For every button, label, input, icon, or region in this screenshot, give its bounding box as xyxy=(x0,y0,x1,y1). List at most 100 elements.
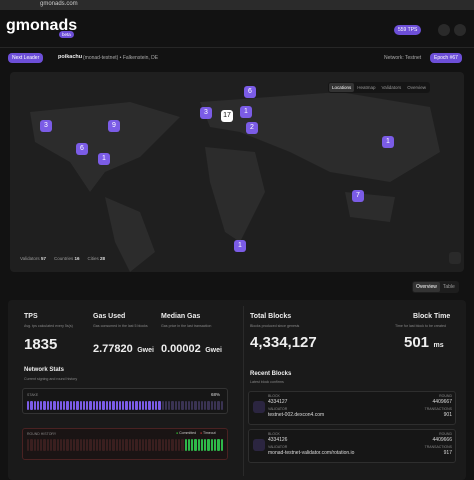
tab[interactable]: Overview xyxy=(407,85,426,90)
round-segment xyxy=(36,439,40,451)
stake-segment xyxy=(76,401,79,410)
round-segment xyxy=(72,439,76,451)
stake-segment xyxy=(112,401,115,410)
legend-item: ● Timeout xyxy=(200,431,216,435)
marker[interactable]: 3 xyxy=(200,107,212,119)
stake-segment xyxy=(128,401,131,410)
round-segment xyxy=(174,439,177,451)
stat-label: Validators xyxy=(20,256,40,261)
stake-segment xyxy=(174,401,177,410)
marker[interactable]: 1 xyxy=(240,106,252,118)
legend-label: Timeout xyxy=(203,431,216,435)
stat: Countries 16 xyxy=(54,256,80,261)
round-segment xyxy=(79,439,82,451)
tab[interactable]: Locations xyxy=(329,83,355,92)
metric-subtitle: Gas price in the last transaction xyxy=(161,324,212,328)
tab[interactable]: Heatmap xyxy=(357,85,376,90)
round-segment xyxy=(30,439,33,451)
round-segment xyxy=(46,439,49,451)
round-segment xyxy=(105,439,109,451)
round-segment xyxy=(76,439,79,451)
round-segment xyxy=(184,439,187,451)
round-segment xyxy=(40,439,43,451)
stat-value: 16 xyxy=(74,256,80,261)
stake-segment xyxy=(177,401,181,410)
round-segment xyxy=(210,439,214,451)
marker[interactable]: 6 xyxy=(76,143,88,155)
metric-title: TPS xyxy=(24,313,38,320)
round-segment xyxy=(27,439,30,451)
block-item[interactable] xyxy=(248,391,456,425)
round-segment xyxy=(66,439,69,451)
theme-toggle[interactable] xyxy=(438,24,450,36)
block-number: 4334127 xyxy=(268,399,288,405)
stake-segment xyxy=(63,401,66,410)
validator-label: VALIDATOR xyxy=(268,407,288,411)
round-segment xyxy=(177,439,181,451)
legend-item: ● Committed xyxy=(176,431,197,435)
block-label: BLOCK xyxy=(268,394,280,398)
reset-button[interactable] xyxy=(449,252,461,264)
validator-label: VALIDATOR xyxy=(268,445,288,449)
map[interactable] xyxy=(10,72,464,272)
stake-segment xyxy=(138,401,141,410)
round-segment xyxy=(122,439,125,451)
tab[interactable]: Overview xyxy=(413,282,440,292)
badge: beta xyxy=(59,31,74,38)
tx: 901 xyxy=(443,412,452,418)
marker[interactable]: 9 xyxy=(108,120,120,132)
section-title: Recent Blocks xyxy=(250,371,292,377)
round-segment xyxy=(95,439,99,451)
stake-segment xyxy=(184,401,187,410)
stat-value: 28 xyxy=(100,256,106,261)
stat: Validators 57 xyxy=(20,256,46,261)
block-icon xyxy=(253,401,265,413)
round-segment xyxy=(220,439,223,451)
round-segment xyxy=(151,439,154,451)
stake-segment xyxy=(132,401,135,410)
round-box xyxy=(22,428,228,460)
metric-unit: Gwei xyxy=(137,347,154,354)
stake-segment xyxy=(168,401,171,410)
stake-segment xyxy=(125,401,128,410)
round-segment xyxy=(99,439,102,451)
metric-value: 1835 xyxy=(24,336,58,353)
stake-segment xyxy=(158,401,161,410)
stake-segment xyxy=(187,401,191,410)
stake-box xyxy=(22,388,228,414)
tab[interactable]: Table xyxy=(442,284,455,290)
block-item[interactable] xyxy=(248,429,456,463)
marker[interactable]: 7 xyxy=(352,190,364,202)
stake-segment xyxy=(207,401,210,410)
browser-bar xyxy=(0,0,474,10)
stake-segment xyxy=(89,401,92,410)
validator: testnet-002.dexcon4.com xyxy=(268,412,325,418)
marker[interactable]: 6 xyxy=(244,86,256,98)
validator: monad-testnet-validator.com/rotation.io xyxy=(268,450,355,456)
round-segment xyxy=(197,439,200,451)
round-segment xyxy=(49,439,53,451)
round-segment xyxy=(56,439,59,451)
marker[interactable]: 1 xyxy=(98,153,110,165)
marker[interactable]: 2 xyxy=(246,122,258,134)
round-segment xyxy=(164,439,168,451)
url[interactable]: gmonads.com xyxy=(40,1,78,7)
tab[interactable]: Validators xyxy=(381,85,402,90)
round-segment xyxy=(33,439,36,451)
divider xyxy=(243,306,244,476)
stake-segment xyxy=(115,401,118,410)
round-segment xyxy=(59,439,63,451)
block-number: 4334126 xyxy=(268,437,288,443)
marker[interactable]: 1 xyxy=(234,240,246,252)
marker[interactable]: 17 xyxy=(221,110,233,122)
metric-title: Block Time xyxy=(413,313,451,320)
round-segment xyxy=(102,439,105,451)
marker[interactable]: 3 xyxy=(40,120,52,132)
menu[interactable] xyxy=(454,24,466,36)
tps-pill: 559 TPS xyxy=(394,25,422,35)
metric-title: Median Gas xyxy=(161,313,201,320)
round-segment xyxy=(86,439,89,451)
marker[interactable]: 1 xyxy=(382,136,394,148)
logo[interactable]: gmonads xyxy=(6,17,78,34)
